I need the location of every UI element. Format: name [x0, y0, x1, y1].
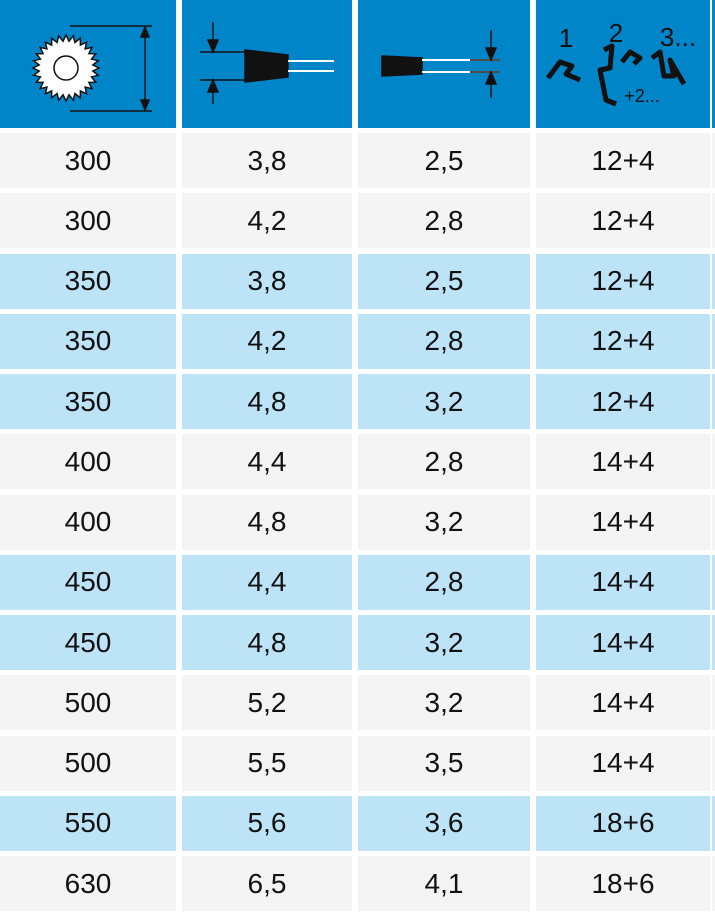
row-edge	[712, 434, 715, 490]
table-cell: 4,1	[358, 856, 530, 911]
row-edge	[712, 795, 715, 851]
row-edge	[712, 615, 715, 670]
table-cell: 6,5	[182, 856, 352, 911]
row-edge	[712, 133, 715, 188]
table-cell: 12+4	[536, 253, 710, 309]
thickness-icon	[381, 30, 500, 98]
table-cell: 12+4	[536, 313, 710, 369]
table-cell: 350	[0, 313, 176, 369]
table-cell: 3,8	[182, 253, 352, 309]
table-cell: 400	[0, 494, 176, 550]
table-cell: 4,4	[182, 434, 352, 490]
header-edge	[712, 0, 715, 128]
table-cell: 14+4	[536, 675, 710, 731]
table-cell: 2,5	[358, 253, 530, 309]
table-cell: 3,5	[358, 735, 530, 791]
table-cell: 450	[0, 615, 176, 670]
table-cell: 4,4	[182, 554, 352, 610]
table-cell: 14+4	[536, 615, 710, 670]
row-edge	[712, 313, 715, 369]
table-cell: 2,8	[358, 554, 530, 610]
table-cell: 3,2	[358, 615, 530, 670]
table-cell: 18+6	[536, 856, 710, 911]
table-cell: 14+4	[536, 735, 710, 791]
row-edge	[712, 675, 715, 731]
table-cell: 2,8	[358, 193, 530, 249]
table-cell: 2,8	[358, 313, 530, 369]
table-cell: 2,5	[358, 133, 530, 188]
diameter-icon	[31, 24, 152, 113]
table-cell: 300	[0, 193, 176, 249]
row-edge	[712, 856, 715, 911]
table-cell: 12+4	[536, 133, 710, 188]
table-cell: 4,8	[182, 615, 352, 670]
row-edge	[712, 735, 715, 791]
table-cell: 3,8	[182, 133, 352, 188]
tooth-label: 2	[609, 18, 623, 48]
table-cell: 300	[0, 133, 176, 188]
table-cell: 5,5	[182, 735, 352, 791]
table-cell: 630	[0, 856, 176, 911]
table-cell: 4,8	[182, 374, 352, 429]
tooth-label: +2...	[624, 86, 660, 106]
table-cell: 500	[0, 735, 176, 791]
row-edge	[712, 554, 715, 610]
table-cell: 4,2	[182, 193, 352, 249]
table-cell: 500	[0, 675, 176, 731]
tooth-label: 3...	[660, 22, 696, 52]
tooth-label: 1	[559, 23, 573, 53]
table-cell: 3,6	[358, 795, 530, 851]
table-cell: 4,8	[182, 494, 352, 550]
table-cell: 14+4	[536, 554, 710, 610]
table-cell: 5,6	[182, 795, 352, 851]
table-cell: 14+4	[536, 434, 710, 490]
row-edge	[712, 374, 715, 429]
table-cell: 350	[0, 374, 176, 429]
table-cell: 12+4	[536, 374, 710, 429]
table-cell: 400	[0, 434, 176, 490]
table-cell: 4,2	[182, 313, 352, 369]
table-cell: 3,2	[358, 494, 530, 550]
row-edge	[712, 253, 715, 309]
row-edge	[712, 494, 715, 550]
table-cell: 350	[0, 253, 176, 309]
table-cell: 14+4	[536, 494, 710, 550]
table-cell: 3,2	[358, 675, 530, 731]
table-cell: 2,8	[358, 434, 530, 490]
table-cell: 18+6	[536, 795, 710, 851]
kerf-icon	[200, 22, 334, 104]
table-cell: 5,2	[182, 675, 352, 731]
table-cell: 12+4	[536, 193, 710, 249]
teeth-icon	[546, 43, 687, 107]
table-cell: 450	[0, 554, 176, 610]
table-cell: 3,2	[358, 374, 530, 429]
table-cell: 550	[0, 795, 176, 851]
row-edge	[712, 193, 715, 249]
table-header: 1 2 3... +2...	[0, 0, 715, 128]
